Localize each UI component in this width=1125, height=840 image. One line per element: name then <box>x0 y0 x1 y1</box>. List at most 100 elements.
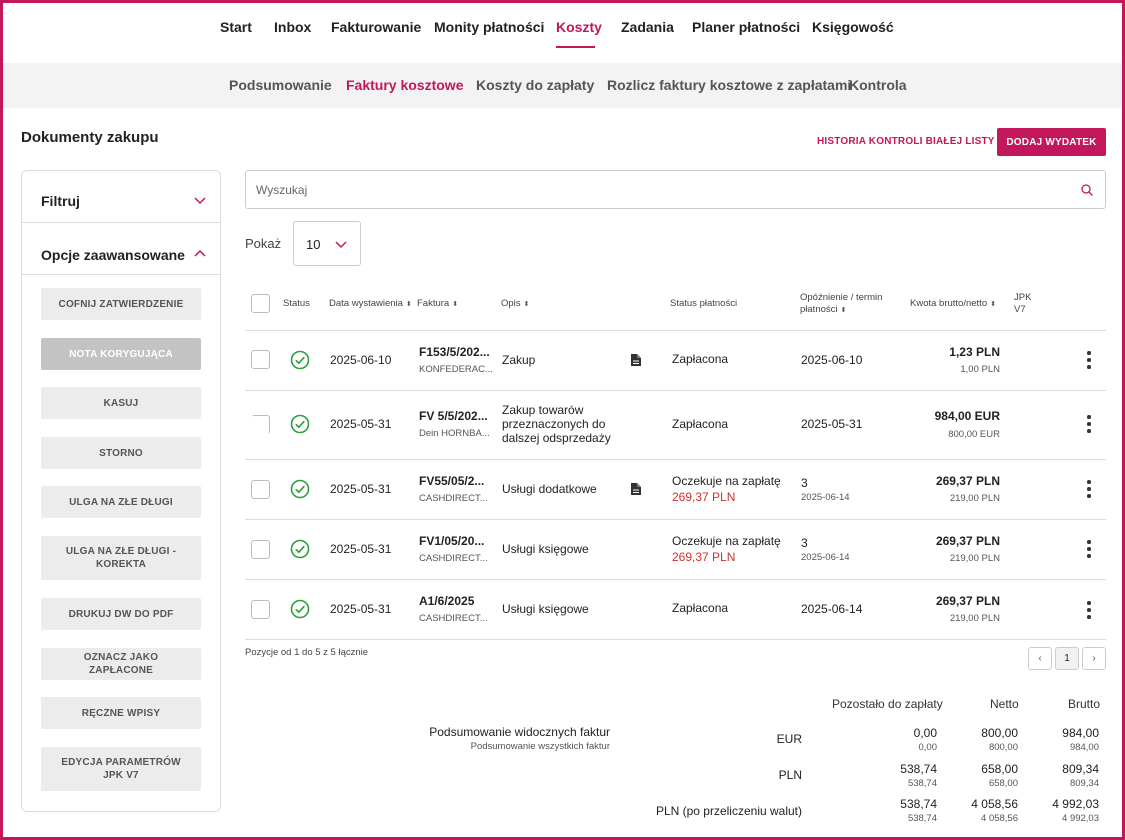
prev-page-button[interactable]: ‹ <box>1028 647 1052 670</box>
storno-button[interactable]: STORNO <box>41 437 201 469</box>
next-page-button[interactable]: › <box>1082 647 1106 670</box>
row-description: Usługi księgowe <box>502 542 589 556</box>
row-due-date: 2025-06-14 <box>801 602 863 616</box>
nav-inbox[interactable]: Inbox <box>274 19 312 35</box>
bad-debt-correction-button[interactable]: ULGA NA ZŁE DŁUGI - KOREKTA <box>41 536 201 580</box>
subnav-rozlicz-faktury[interactable]: Rozlicz faktury kosztowe z zapłatami <box>607 77 852 93</box>
delete-button[interactable]: KASUJ <box>41 387 201 419</box>
filter-label: Filtruj <box>41 193 80 209</box>
nav-planer-platnosci[interactable]: Planer płatności <box>692 19 801 35</box>
document-icon[interactable] <box>631 483 641 495</box>
divider <box>245 330 1106 331</box>
search-input[interactable] <box>256 181 1056 199</box>
col-jpk-label-2: V7 <box>1014 304 1026 315</box>
col-jpk-label-1: JPK <box>1014 292 1032 303</box>
summary-net: 800,00 <box>981 726 1018 740</box>
nav-monity-platnosci[interactable]: Monity płatności <box>434 19 545 35</box>
table-row[interactable]: 2025-05-31 FV 5/5/202... Dein HORNBA... … <box>245 391 1106 459</box>
row-invoice-number[interactable]: FV1/05/20... <box>419 534 485 548</box>
summary-currency: PLN (po przeliczeniu walut) <box>655 804 802 818</box>
filter-toggle[interactable]: Filtruj <box>22 171 220 223</box>
summary-gross-all: 4 992,03 <box>1062 813 1099 824</box>
row-menu-icon[interactable] <box>1079 414 1099 434</box>
subnav-kontrola[interactable]: Kontrola <box>849 77 907 93</box>
col-delay-header[interactable]: Opóźnienie / termin płatności ⬍ <box>800 292 882 317</box>
col-invoice-label: Faktura <box>417 298 450 309</box>
page-size-label: Pokaż <box>245 236 282 251</box>
row-remaining-amount: 269,37 PLN <box>672 550 736 564</box>
col-date-header[interactable]: Data wystawienia ⬍ <box>329 298 412 311</box>
sort-icon: ⬍ <box>405 301 412 308</box>
sort-icon: ⬍ <box>523 301 530 308</box>
summary-gross: 809,34 <box>1062 762 1099 776</box>
undo-approval-button[interactable]: COFNIJ ZATWIERDZENIE <box>41 288 201 320</box>
add-expense-button[interactable]: DODAJ WYDATEK <box>997 128 1106 156</box>
page-size-select[interactable]: 10 <box>293 221 361 266</box>
advanced-options-label: Opcje zaawansowane <box>41 247 185 263</box>
col-desc-header[interactable]: Opis ⬍ <box>501 298 529 311</box>
row-menu-icon[interactable] <box>1079 350 1099 370</box>
white-list-history-link[interactable]: HISTORIA KONTROLI BIAŁEJ LISTY <box>817 136 995 147</box>
document-icon[interactable] <box>631 354 641 366</box>
row-payment-status: Oczekuje na zapłatę <box>672 474 781 488</box>
check-circle-icon <box>290 539 310 559</box>
table-row[interactable]: 2025-05-31 A1/6/2025 CASHDIRECT... Usług… <box>245 580 1106 639</box>
row-checkbox[interactable] <box>251 540 270 559</box>
row-invoice-number[interactable]: A1/6/2025 <box>419 594 475 608</box>
summary-currency: PLN <box>778 768 802 782</box>
summary-gross-all: 809,34 <box>1069 778 1099 789</box>
row-contractor: CASHDIRECT... <box>419 493 488 504</box>
nav-koszty[interactable]: Koszty <box>556 19 602 35</box>
row-due-date: 2025-06-14 <box>801 492 850 503</box>
table-row[interactable]: 2025-06-10 F153/5/202... KONFEDERAC... Z… <box>245 331 1106 390</box>
col-amount-header[interactable]: Kwota brutto/netto ⬍ <box>910 298 996 311</box>
mark-as-paid-button[interactable]: OZNACZ JAKO ZAPŁACONE <box>41 648 201 680</box>
subnav-podsumowanie[interactable]: Podsumowanie <box>229 77 332 93</box>
nav-ksiegowosc[interactable]: Księgowość <box>812 19 894 35</box>
row-description: Zakup <box>502 353 536 367</box>
summary-net-all: 800,00 <box>988 742 1018 753</box>
row-menu-icon[interactable] <box>1079 479 1099 499</box>
check-circle-icon <box>290 350 310 370</box>
credit-note-button[interactable]: NOTA KORYGUJĄCA <box>41 338 201 370</box>
row-checkbox[interactable] <box>251 600 270 619</box>
search-icon[interactable] <box>1081 184 1093 196</box>
summary-currency: EUR <box>776 732 802 746</box>
row-menu-icon[interactable] <box>1079 600 1099 620</box>
row-menu-icon[interactable] <box>1079 539 1099 559</box>
page-1-button[interactable]: 1 <box>1055 647 1079 670</box>
table-row[interactable]: 2025-05-31 FV1/05/20... CASHDIRECT... Us… <box>245 520 1106 579</box>
row-invoice-number[interactable]: FV 5/5/202... <box>419 409 488 423</box>
divider <box>245 579 1106 580</box>
summary-net: 4 058,56 <box>971 797 1018 811</box>
row-checkbox[interactable] <box>251 415 270 434</box>
row-invoice-number[interactable]: FV55/05/2... <box>419 474 485 488</box>
nav-start[interactable]: Start <box>220 19 252 35</box>
row-due-date: 2025-06-10 <box>801 353 863 367</box>
col-invoice-header[interactable]: Faktura ⬍ <box>417 298 458 311</box>
row-invoice-number[interactable]: F153/5/202... <box>419 345 490 359</box>
subnav-koszty-do-zaplaty[interactable]: Koszty do zapłaty <box>476 77 595 93</box>
row-checkbox[interactable] <box>251 350 270 369</box>
table-row[interactable]: 2025-05-31 FV55/05/2... CASHDIRECT... Us… <box>245 460 1106 519</box>
summary-remaining-all: 0,00 <box>918 742 938 753</box>
bad-debt-relief-button[interactable]: ULGA NA ZŁE DŁUGI <box>41 486 201 518</box>
select-all-checkbox[interactable] <box>251 294 270 313</box>
row-delay-days: 3 <box>801 536 808 550</box>
sidebar: Filtruj Opcje zaawansowane COFNIJ ZATWIE… <box>21 170 221 812</box>
nav-zadania[interactable]: Zadania <box>621 19 674 35</box>
subnav-faktury-kosztowe[interactable]: Faktury kosztowe <box>346 77 464 93</box>
advanced-options-toggle[interactable]: Opcje zaawansowane <box>22 223 220 275</box>
row-checkbox[interactable] <box>251 480 270 499</box>
summary-remaining: 538,74 <box>900 797 937 811</box>
jpk-v7-parameters-button[interactable]: EDYCJA PARAMETRÓW JPK V7 <box>41 747 201 791</box>
manual-entries-button[interactable]: RĘCZNE WPISY <box>41 697 201 729</box>
chevron-up-icon <box>194 249 206 257</box>
row-date: 2025-05-31 <box>330 542 392 556</box>
col-payment-status: Status płatności <box>670 298 738 309</box>
sort-icon: ⬍ <box>840 307 847 314</box>
summary-net-all: 4 058,56 <box>981 813 1018 824</box>
summary-net-all: 658,00 <box>988 778 1018 789</box>
print-dw-pdf-button[interactable]: DRUKUJ DW DO PDF <box>41 598 201 630</box>
nav-fakturowanie[interactable]: Fakturowanie <box>331 19 422 35</box>
